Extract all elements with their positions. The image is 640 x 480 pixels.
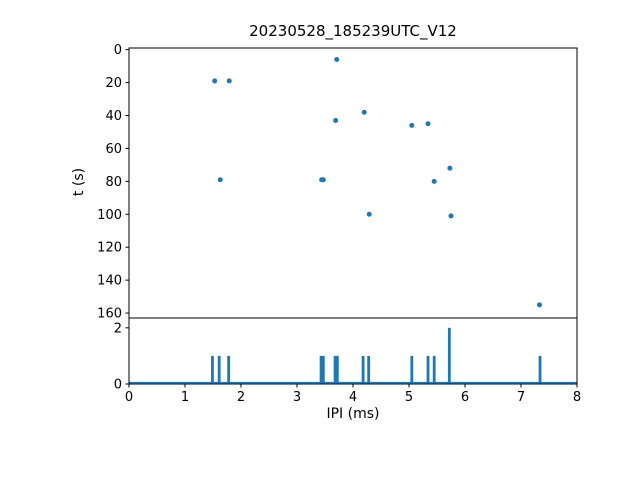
y-tick-label: 2 <box>114 321 122 336</box>
histogram-bar <box>319 355 323 384</box>
x-tick-label: 3 <box>293 390 301 405</box>
y-tick-label: 40 <box>105 109 122 124</box>
scatter-point <box>447 165 453 171</box>
histogram-bar <box>321 355 325 384</box>
x-tick-label: 0 <box>125 390 133 405</box>
histogram-bar <box>432 355 436 384</box>
scatter-point <box>217 177 223 183</box>
axes-frame <box>128 47 578 319</box>
histogram-bar <box>426 355 430 384</box>
histogram-bar <box>447 327 451 384</box>
scatter-point <box>361 109 367 115</box>
scatter-point <box>366 211 372 217</box>
y-tick-label: 140 <box>97 274 122 289</box>
scatter-point <box>409 122 415 128</box>
histogram-bar <box>410 355 414 384</box>
histogram-bar <box>538 355 542 384</box>
y-tick-label: 100 <box>97 208 122 223</box>
x-tick-label: 7 <box>517 390 525 405</box>
histogram-bar <box>361 355 365 384</box>
scatter-point <box>431 178 437 184</box>
scatter-point <box>333 117 339 123</box>
scatter-point <box>425 121 431 127</box>
histogram-bar <box>211 355 214 384</box>
histogram-bar <box>367 355 371 384</box>
y-tick-label: 0 <box>114 43 122 58</box>
scatter-point <box>334 57 340 63</box>
scatter-point <box>212 78 218 84</box>
x-tick-label: 4 <box>349 390 357 405</box>
y-tick-label: 20 <box>105 76 122 91</box>
y-tick-label: 0 <box>114 378 122 393</box>
x-axis-label: IPI (ms) <box>326 406 380 422</box>
histogram-bar <box>335 355 339 384</box>
axes-frame <box>128 317 578 385</box>
y-tick-label: 80 <box>105 175 122 190</box>
histogram-bar <box>227 355 231 384</box>
y-tick-label: 160 <box>97 307 122 322</box>
chart-title: 20230528_185239UTC_V12 <box>249 22 457 40</box>
scatter-point <box>226 78 232 84</box>
x-tick-label: 1 <box>181 390 189 405</box>
y-tick-label: 120 <box>97 241 122 256</box>
histogram-bar <box>217 355 221 384</box>
scatter-point <box>320 177 326 183</box>
y-tick-label: 60 <box>105 142 122 157</box>
x-tick-label: 8 <box>573 390 581 405</box>
scatter-point <box>536 302 542 308</box>
histogram-bar <box>333 355 337 384</box>
scatter-point <box>448 213 454 219</box>
x-tick-label: 6 <box>461 390 469 405</box>
x-tick-label: 5 <box>405 390 413 405</box>
x-tick-label: 2 <box>237 390 245 405</box>
